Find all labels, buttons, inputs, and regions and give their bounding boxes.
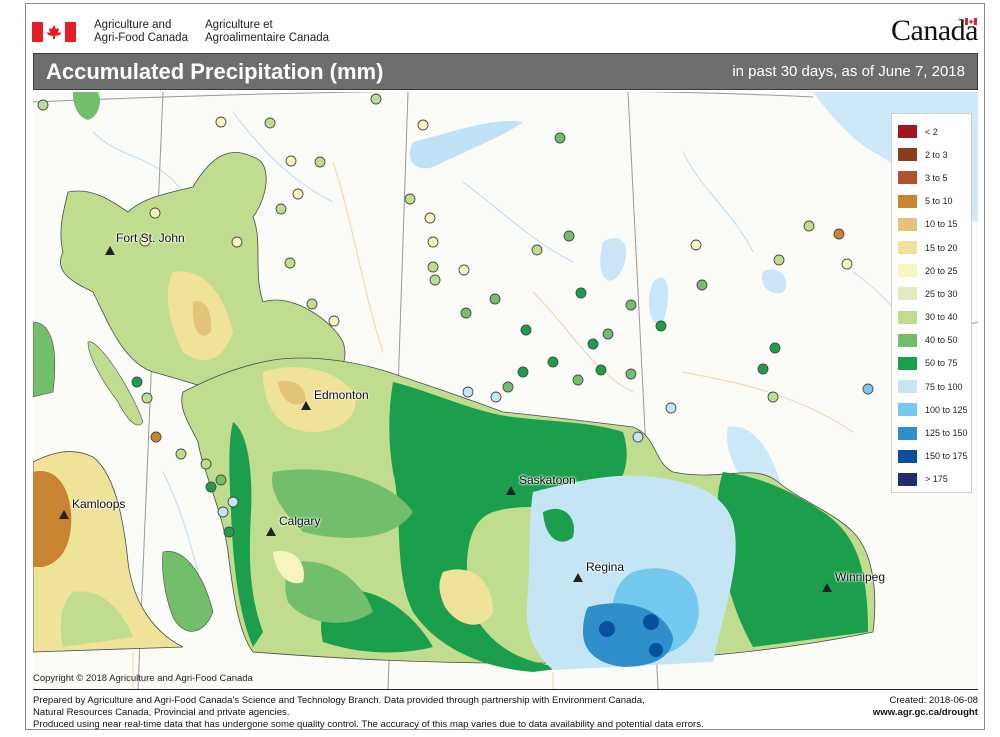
legend-item: 2 to 3 bbox=[898, 143, 971, 166]
legend-label: > 175 bbox=[925, 474, 948, 485]
legend-swatch bbox=[898, 403, 917, 417]
legend-label: 50 to 75 bbox=[925, 358, 958, 369]
legend-swatch bbox=[898, 380, 917, 394]
city-marker-icon bbox=[266, 527, 276, 536]
city-label: Regina bbox=[586, 560, 625, 574]
legend-swatch bbox=[898, 148, 917, 162]
department-name-english: Agriculture and Agri-Food Canada bbox=[94, 19, 188, 45]
city-label: Fort St. John bbox=[116, 231, 185, 245]
precipitation-map[interactable] bbox=[33, 92, 978, 689]
legend-label: 15 to 20 bbox=[925, 242, 958, 253]
legend-swatch bbox=[898, 356, 917, 370]
legend-item: 5 to 10 bbox=[898, 190, 971, 213]
legend-swatch bbox=[898, 333, 917, 347]
footer-divider bbox=[33, 689, 978, 690]
legend-swatch bbox=[898, 264, 917, 278]
legend-swatch bbox=[898, 426, 917, 440]
legend-label: 40 to 50 bbox=[925, 335, 958, 346]
legend-item: 15 to 20 bbox=[898, 236, 971, 259]
legend-item: 40 to 50 bbox=[898, 329, 971, 352]
legend-item: 100 to 125 bbox=[898, 398, 971, 421]
created-date: Created: 2018-06-08 bbox=[889, 695, 978, 706]
footer-meta: Created: 2018-06-08 www.agr.gc.ca/drough… bbox=[873, 695, 978, 719]
city-marker-icon bbox=[573, 573, 583, 582]
legend-swatch bbox=[898, 449, 917, 463]
legend-item: 25 to 30 bbox=[898, 282, 971, 305]
legend-swatch bbox=[898, 241, 917, 255]
legend-label: 150 to 175 bbox=[925, 451, 968, 462]
legend-swatch bbox=[898, 217, 917, 231]
city-marker-icon bbox=[105, 246, 115, 255]
legend-item: 3 to 5 bbox=[898, 166, 971, 189]
legend-label: 25 to 30 bbox=[925, 288, 958, 299]
canada-wordmark: Canada bbox=[891, 14, 978, 48]
dept-fr-line2: Agroalimentaire Canada bbox=[205, 32, 330, 44]
legend-label: 5 to 10 bbox=[925, 196, 953, 207]
city-label: Kamloops bbox=[72, 497, 126, 511]
title-bar: Accumulated Precipitation (mm) in past 3… bbox=[33, 53, 978, 90]
legend-swatch bbox=[898, 125, 917, 139]
city-label: Winnipeg bbox=[835, 570, 886, 584]
department-name-french: Agriculture et Agroalimentaire Canada bbox=[205, 19, 329, 45]
footer-line-1: Prepared by Agriculture and Agri-Food Ca… bbox=[33, 695, 645, 706]
legend-item: 10 to 15 bbox=[898, 213, 971, 236]
city-label: Saskatoon bbox=[519, 473, 576, 487]
legend-swatch bbox=[898, 194, 917, 208]
legend-label: 20 to 25 bbox=[925, 265, 958, 276]
legend: < 2 2 to 3 3 to 5 5 to 10 10 to 15 15 to 20 20… bbox=[891, 113, 972, 493]
legend-label: 10 to 15 bbox=[925, 219, 958, 230]
copyright-text: Copyright © 2018 Agriculture and Agri-Fo… bbox=[33, 673, 253, 684]
map-subtitle: in past 30 days, as of June 7, 2018 bbox=[732, 63, 965, 80]
city-label: Calgary bbox=[279, 514, 321, 528]
legend-label: 100 to 125 bbox=[925, 404, 968, 415]
legend-item: 75 to 100 bbox=[898, 375, 971, 398]
legend-item: < 2 bbox=[898, 120, 971, 143]
city-marker-icon bbox=[506, 486, 516, 495]
city-marker-icon bbox=[822, 583, 832, 592]
dept-en-line1: Agriculture and bbox=[94, 19, 172, 31]
city-marker-icon bbox=[59, 510, 69, 519]
map-graphic bbox=[33, 92, 978, 689]
footer-credits: Prepared by Agriculture and Agri-Food Ca… bbox=[33, 695, 704, 731]
wordmark-text: Canada bbox=[891, 14, 978, 47]
legend-swatch bbox=[898, 287, 917, 301]
footer-line-2: Natural Resources Canada, Provincial and… bbox=[33, 707, 290, 718]
footer-line-3: Produced using near real-time data that … bbox=[33, 719, 704, 730]
dept-fr-line1: Agriculture et bbox=[205, 19, 273, 31]
legend-item: 30 to 40 bbox=[898, 306, 971, 329]
wordmark-flag-icon bbox=[965, 18, 977, 25]
legend-item: > 175 bbox=[898, 468, 971, 491]
legend-swatch bbox=[898, 171, 917, 185]
dept-en-line2: Agri-Food Canada bbox=[94, 32, 188, 44]
drought-url-link[interactable]: www.agr.gc.ca/drought bbox=[872, 707, 978, 718]
legend-item: 125 to 150 bbox=[898, 421, 971, 444]
legend-item: 150 to 175 bbox=[898, 445, 971, 468]
legend-label: 2 to 3 bbox=[925, 149, 948, 160]
legend-label: 75 to 100 bbox=[925, 381, 963, 392]
map-title: Accumulated Precipitation (mm) bbox=[46, 59, 384, 84]
legend-label: 30 to 40 bbox=[925, 312, 958, 323]
city-label: Edmonton bbox=[314, 388, 369, 402]
legend-item: 20 to 25 bbox=[898, 259, 971, 282]
legend-swatch bbox=[898, 310, 917, 324]
canada-flag-icon bbox=[32, 22, 76, 42]
legend-swatch bbox=[898, 472, 917, 486]
legend-label: 3 to 5 bbox=[925, 172, 948, 183]
legend-label: 125 to 150 bbox=[925, 428, 968, 439]
legend-item: 50 to 75 bbox=[898, 352, 971, 375]
city-marker-icon bbox=[301, 401, 311, 410]
legend-label: < 2 bbox=[925, 126, 938, 137]
